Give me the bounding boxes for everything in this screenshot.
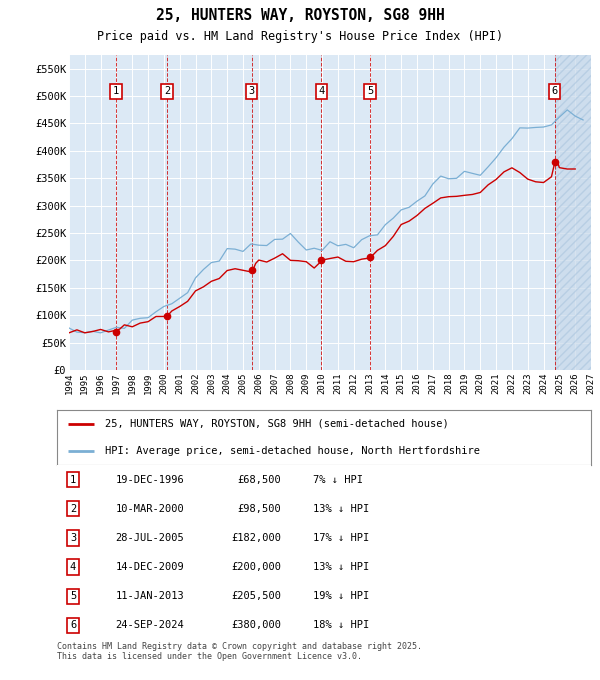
Text: 25, HUNTERS WAY, ROYSTON, SG8 9HH: 25, HUNTERS WAY, ROYSTON, SG8 9HH [155, 8, 445, 23]
Text: 4: 4 [70, 562, 76, 572]
Text: £68,500: £68,500 [238, 475, 281, 485]
Text: 3: 3 [70, 533, 76, 543]
Text: Contains HM Land Registry data © Crown copyright and database right 2025.
This d: Contains HM Land Registry data © Crown c… [57, 642, 422, 662]
Text: 10-MAR-2000: 10-MAR-2000 [116, 504, 184, 514]
Text: £182,000: £182,000 [231, 533, 281, 543]
Text: 17% ↓ HPI: 17% ↓ HPI [313, 533, 370, 543]
Text: 3: 3 [248, 86, 254, 97]
Text: £98,500: £98,500 [238, 504, 281, 514]
Text: 2: 2 [70, 504, 76, 514]
Text: 25, HUNTERS WAY, ROYSTON, SG8 9HH (semi-detached house): 25, HUNTERS WAY, ROYSTON, SG8 9HH (semi-… [105, 419, 449, 429]
Text: 5: 5 [70, 591, 76, 601]
Text: £200,000: £200,000 [231, 562, 281, 572]
Text: 19% ↓ HPI: 19% ↓ HPI [313, 591, 370, 601]
Text: 19-DEC-1996: 19-DEC-1996 [116, 475, 184, 485]
Text: 7% ↓ HPI: 7% ↓ HPI [313, 475, 364, 485]
Text: 11-JAN-2013: 11-JAN-2013 [116, 591, 184, 601]
Text: 1: 1 [113, 86, 119, 97]
Text: 6: 6 [70, 620, 76, 630]
Text: 24-SEP-2024: 24-SEP-2024 [116, 620, 184, 630]
Text: HPI: Average price, semi-detached house, North Hertfordshire: HPI: Average price, semi-detached house,… [105, 446, 480, 456]
Text: 28-JUL-2005: 28-JUL-2005 [116, 533, 184, 543]
Text: Price paid vs. HM Land Registry's House Price Index (HPI): Price paid vs. HM Land Registry's House … [97, 30, 503, 43]
Text: 4: 4 [319, 86, 325, 97]
Text: 18% ↓ HPI: 18% ↓ HPI [313, 620, 370, 630]
Text: 13% ↓ HPI: 13% ↓ HPI [313, 504, 370, 514]
Text: £205,500: £205,500 [231, 591, 281, 601]
Text: 6: 6 [551, 86, 558, 97]
Text: 2: 2 [164, 86, 170, 97]
Text: £380,000: £380,000 [231, 620, 281, 630]
Text: 13% ↓ HPI: 13% ↓ HPI [313, 562, 370, 572]
Text: 14-DEC-2009: 14-DEC-2009 [116, 562, 184, 572]
Text: 1: 1 [70, 475, 76, 485]
Bar [555, 55, 591, 370]
Text: 5: 5 [367, 86, 373, 97]
